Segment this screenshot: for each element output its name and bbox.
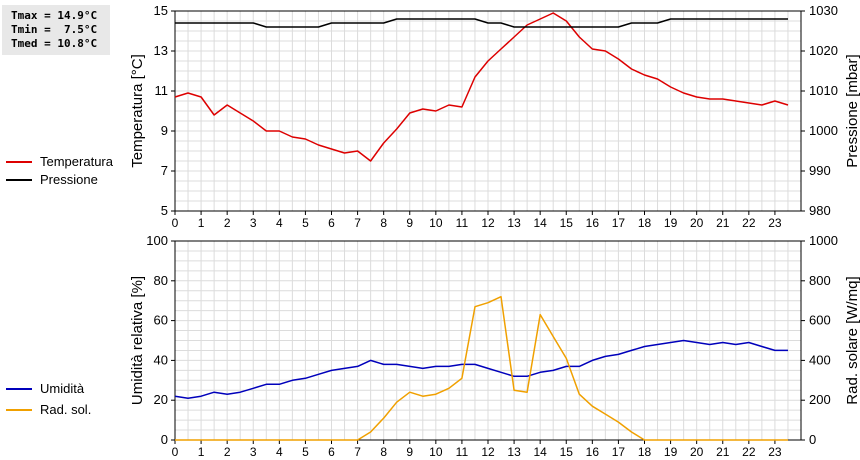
x-tick-label: 21: [716, 445, 730, 459]
x-tick-label: 0: [172, 445, 179, 459]
x-tick-label: 2: [224, 216, 231, 230]
y2-tick-label: 1020: [809, 43, 838, 58]
y2-tick-label: 1030: [809, 3, 838, 18]
x-tick-label: 18: [638, 445, 652, 459]
x-tick-label: 1: [198, 445, 205, 459]
x-tick-label: 20: [690, 216, 704, 230]
x-tick-label: 14: [533, 445, 547, 459]
x-tick-label: 1: [198, 216, 205, 230]
x-tick-label: 9: [406, 216, 413, 230]
x-tick-label: 3: [250, 445, 257, 459]
y2-tick-label: 1010: [809, 83, 838, 98]
x-tick-label: 15: [560, 445, 574, 459]
x-tick-label: 12: [481, 216, 495, 230]
y2-axis-label: Rad. solare [W/mq]: [844, 276, 860, 404]
y-tick-label: 9: [161, 123, 168, 138]
legend-swatch-umidita: [6, 388, 32, 390]
x-tick-label: 12: [481, 445, 495, 459]
series-line-temperatura: [174, 12, 789, 162]
x-tick-label: 21: [716, 216, 730, 230]
x-tick-label: 5: [302, 445, 309, 459]
tmin-text: Tmin = 7.5°C: [11, 23, 98, 36]
x-tick-label: 7: [354, 445, 361, 459]
stats-box: Tmax = 14.9°C Tmin = 7.5°C Tmed = 10.8°C: [2, 5, 110, 55]
x-tick-label: 8: [380, 445, 387, 459]
y-tick-label: 20: [154, 392, 168, 407]
y-tick-label: 11: [155, 83, 169, 98]
x-tick-label: 10: [429, 216, 443, 230]
series-line-rad-sol: [175, 295, 788, 441]
x-tick-label: 23: [768, 445, 782, 459]
y2-tick-label: 0: [809, 432, 816, 447]
y2-tick-label: 800: [809, 273, 831, 288]
x-tick-label: 15: [560, 216, 574, 230]
y-tick-label: 0: [161, 432, 168, 447]
x-tick-label: 18: [638, 216, 652, 230]
tmed-text: Tmed = 10.8°C: [11, 37, 98, 50]
x-tick-label: 14: [533, 216, 547, 230]
y2-tick-label: 1000: [809, 123, 838, 138]
y2-tick-label: 200: [809, 392, 831, 407]
x-tick-label: 17: [612, 445, 626, 459]
x-tick-label: 16: [586, 216, 600, 230]
y2-tick-label: 600: [809, 313, 831, 328]
legend-label-temperatura: Temperatura: [40, 154, 113, 169]
series-line-umidit: [174, 339, 788, 399]
y-tick-label: 15: [154, 3, 168, 18]
x-tick-label: 20: [690, 445, 704, 459]
x-tick-label: 13: [507, 216, 521, 230]
legend-label-umidita: Umidità: [40, 381, 85, 396]
y-axis-label: Umidità relativa [%]: [129, 276, 146, 405]
x-tick-label: 6: [328, 216, 335, 230]
x-tick-label: 10: [429, 445, 443, 459]
x-tick-label: 19: [664, 445, 678, 459]
x-tick-label: 8: [380, 216, 387, 230]
x-tick-label: 22: [742, 445, 756, 459]
y-axis-label: Temperatura [°C]: [129, 54, 146, 168]
y-tick-label: 13: [154, 43, 168, 58]
x-tick-label: 3: [250, 216, 257, 230]
x-tick-label: 17: [612, 216, 626, 230]
x-tick-label: 11: [456, 216, 469, 230]
x-tick-label: 22: [742, 216, 756, 230]
series-line-pressione: [175, 18, 788, 28]
x-tick-label: 16: [586, 445, 600, 459]
y2-tick-label: 990: [809, 163, 831, 178]
y2-tick-label: 980: [809, 203, 831, 218]
y-tick-label: 60: [154, 313, 168, 328]
x-tick-label: 7: [354, 216, 361, 230]
legend-swatch-temperatura: [6, 161, 32, 163]
x-tick-label: 4: [276, 445, 283, 459]
y-tick-label: 7: [161, 163, 168, 178]
x-tick-label: 19: [664, 216, 678, 230]
x-tick-label: 0: [172, 216, 179, 230]
legend-label-radsol: Rad. sol.: [40, 402, 92, 417]
x-tick-label: 11: [456, 445, 469, 459]
y-tick-label: 80: [154, 273, 168, 288]
x-tick-label: 2: [224, 445, 231, 459]
y2-tick-label: 1000: [809, 233, 838, 248]
y-tick-label: 5: [161, 203, 168, 218]
x-tick-label: 13: [507, 445, 521, 459]
y2-tick-label: 400: [809, 352, 831, 367]
legend-swatch-radsol: [6, 409, 32, 411]
x-tick-label: 9: [406, 445, 413, 459]
tmax-text: Tmax = 14.9°C: [11, 9, 98, 22]
legend-swatch-pressione: [6, 179, 32, 181]
y-tick-label: 100: [146, 233, 168, 248]
legend-label-pressione: Pressione: [40, 172, 98, 187]
y2-axis-label: Pressione [mbar]: [844, 54, 860, 167]
x-tick-label: 4: [276, 216, 283, 230]
x-tick-label: 5: [302, 216, 309, 230]
x-tick-label: 23: [768, 216, 782, 230]
y-tick-label: 40: [154, 352, 168, 367]
x-tick-label: 6: [328, 445, 335, 459]
